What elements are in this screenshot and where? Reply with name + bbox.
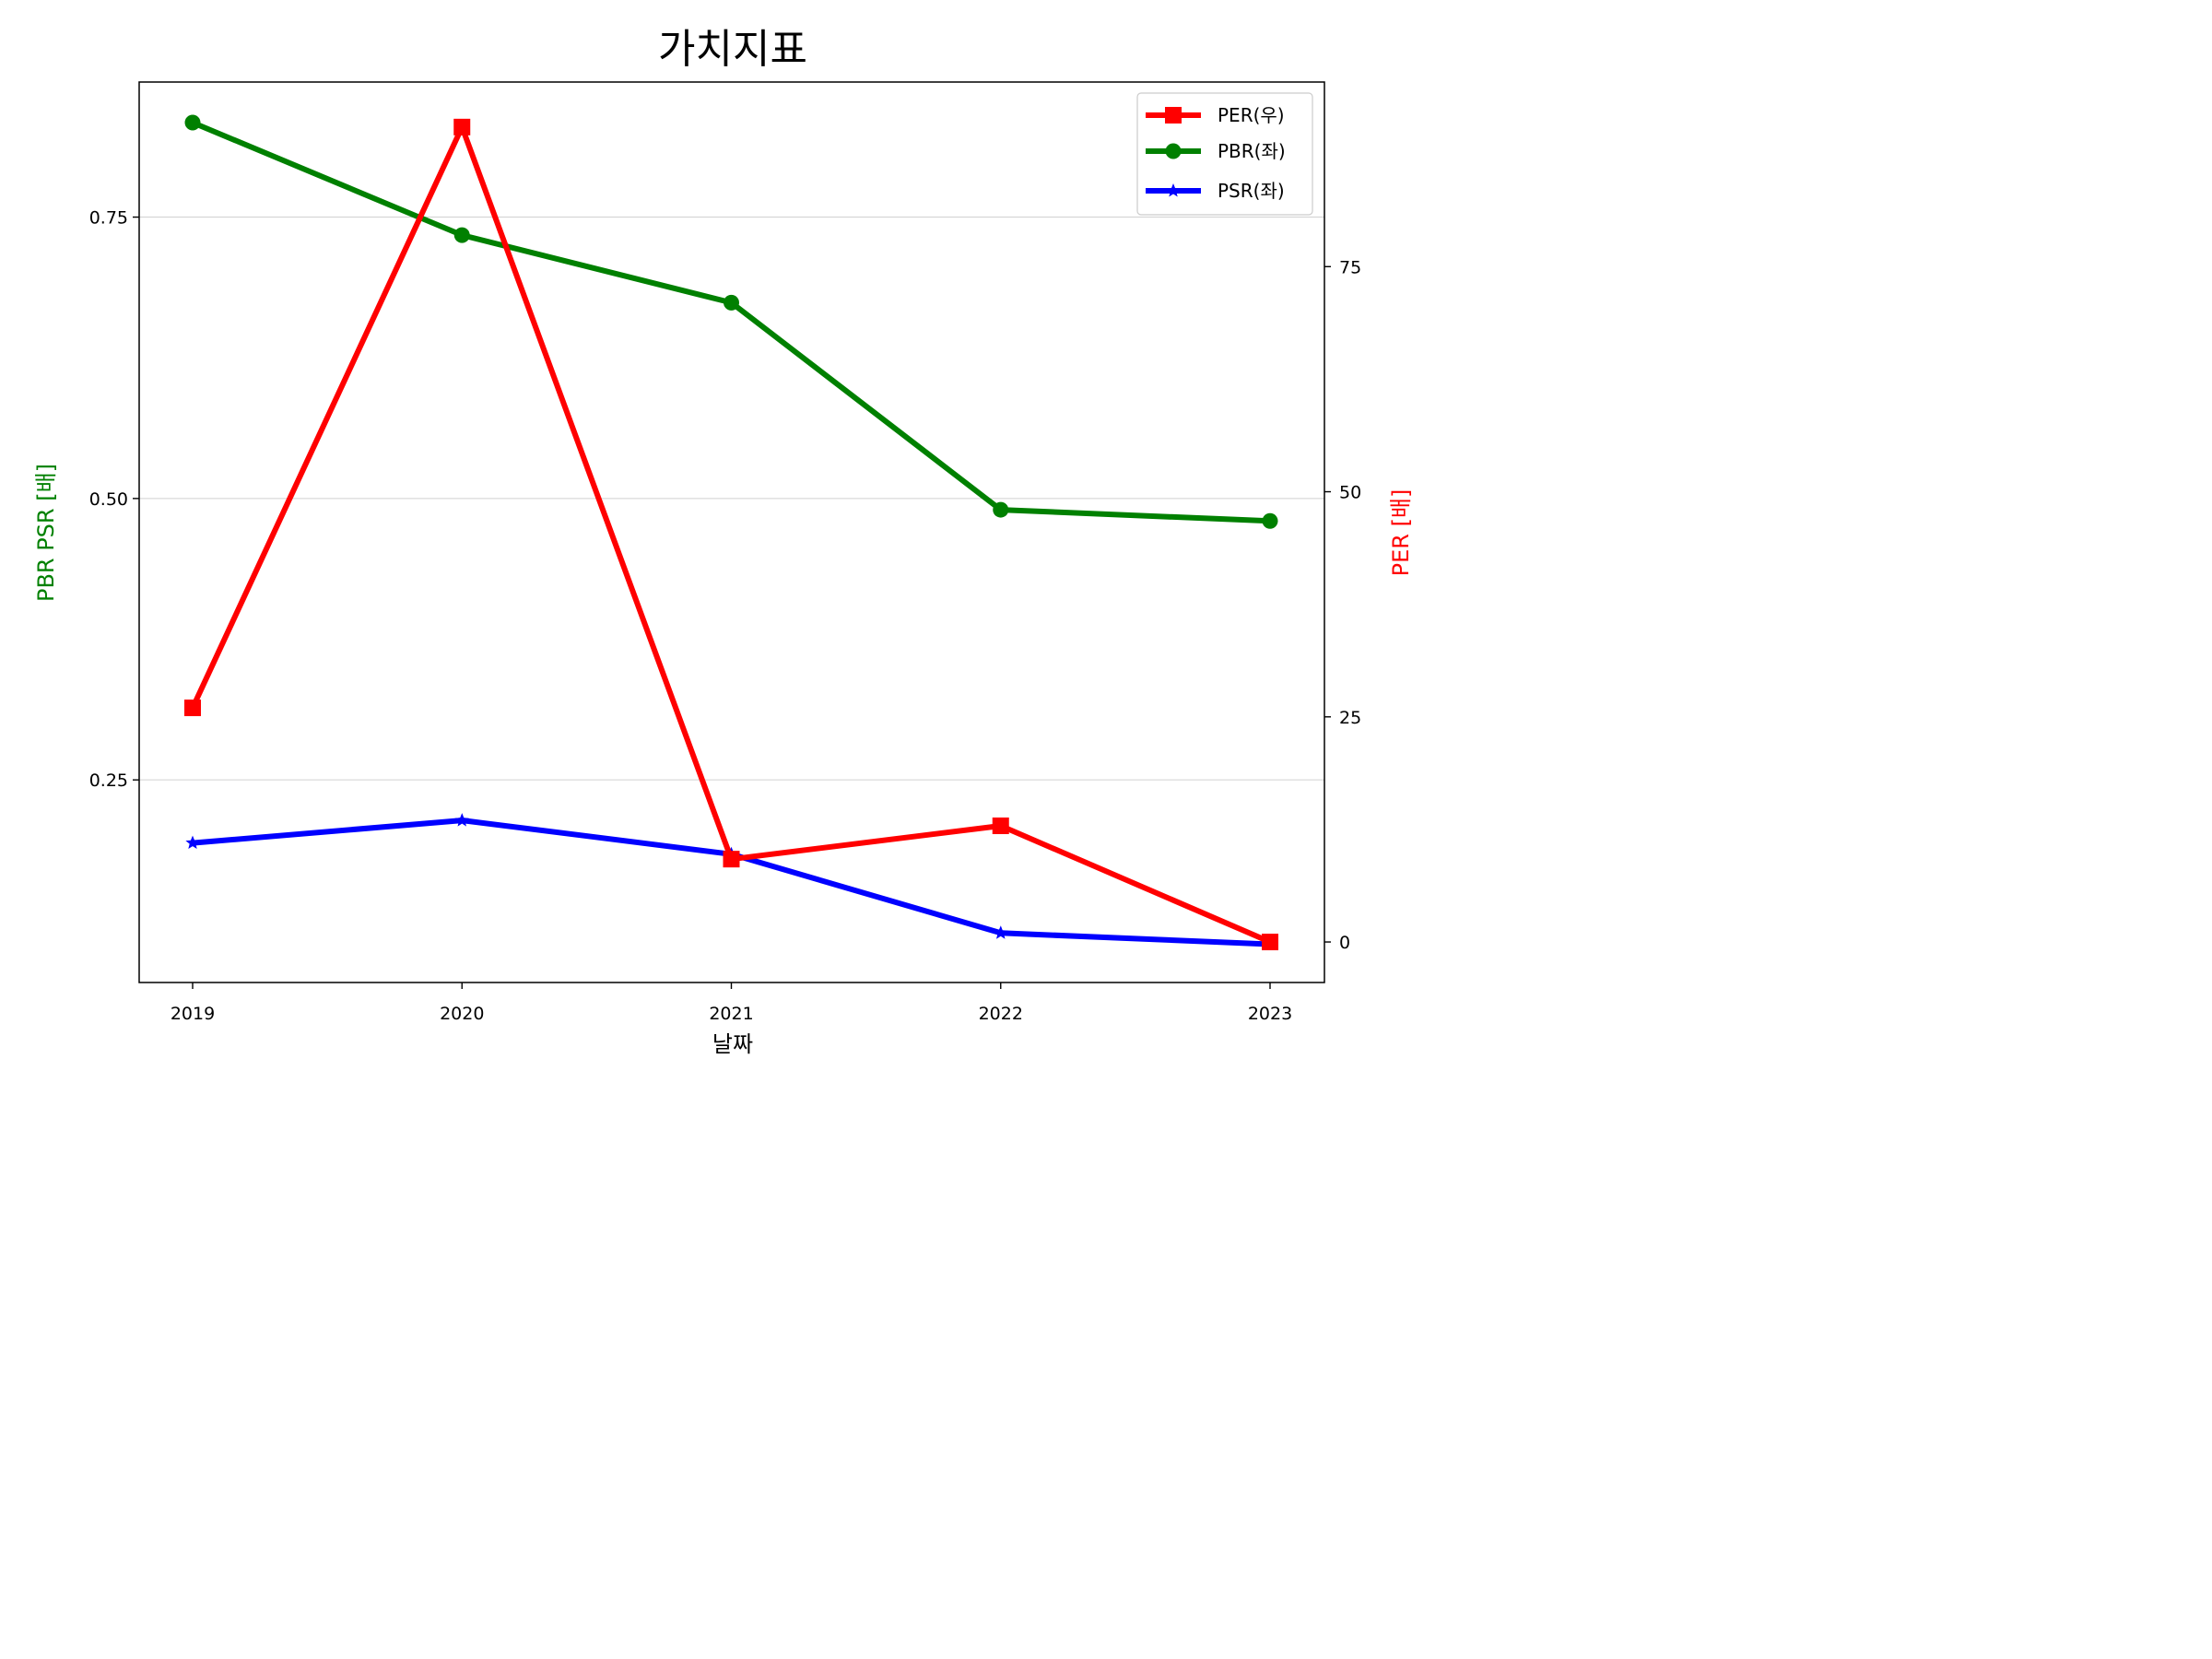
right-tick-label: 25 (1339, 708, 1361, 728)
data-point-per (992, 818, 1009, 835)
right-axis-title: PER [배] (1388, 489, 1414, 577)
x-tick-label: 2023 (1248, 1004, 1292, 1024)
legend-marker (1165, 107, 1182, 124)
data-point-per (453, 118, 471, 135)
legend-label: PER(우) (1218, 104, 1285, 126)
data-point-psr (994, 925, 1008, 939)
legend-marker (1165, 143, 1182, 159)
x-axis-title: 날짜 (712, 1031, 753, 1057)
x-axis: 2019 2020 2021 2022 2023 (171, 982, 1292, 1024)
x-tick-label: 2021 (709, 1004, 753, 1024)
data-point-psr (454, 813, 469, 827)
legend: PER(우) PBR(좌) PSR(좌) (1136, 92, 1313, 216)
grid (139, 217, 1324, 781)
x-tick-label: 2019 (171, 1004, 215, 1024)
right-axis: 0 25 50 75 (1324, 257, 1361, 953)
left-tick-label: 0.75 (89, 208, 128, 229)
x-tick-label: 2022 (979, 1004, 1023, 1024)
data-point-pbr (993, 501, 1009, 518)
series-layer (184, 114, 1278, 951)
left-tick-label: 0.25 (89, 771, 128, 791)
right-tick-label: 75 (1339, 257, 1361, 277)
left-axis: 0.25 0.50 0.75 (89, 208, 139, 791)
series-per (184, 118, 1278, 951)
legend-label: PBR(좌) (1218, 140, 1286, 162)
series-line-psr (190, 818, 1273, 947)
data-point-per (1262, 934, 1278, 951)
left-tick-label: 0.50 (89, 489, 128, 510)
left-axis-title: PBR PSR [배] (33, 464, 59, 602)
data-point-pbr (1262, 512, 1278, 529)
data-point-pbr (724, 294, 739, 311)
data-point-pbr (184, 114, 201, 131)
data-point-pbr (453, 227, 470, 243)
data-point-per (184, 700, 201, 717)
right-tick-label: 0 (1339, 933, 1350, 953)
right-tick-label: 50 (1339, 483, 1361, 503)
x-tick-label: 2020 (440, 1004, 484, 1024)
data-point-psr (185, 835, 200, 849)
legend-label: PSR(좌) (1218, 180, 1285, 202)
legend-marker (1166, 183, 1181, 197)
series-line-per (190, 124, 1273, 945)
chart-title: 가치지표 (658, 26, 807, 73)
series-line-pbr (190, 120, 1273, 524)
data-point-per (723, 851, 740, 868)
series-psr (185, 813, 1277, 950)
series-pbr (184, 114, 1278, 529)
